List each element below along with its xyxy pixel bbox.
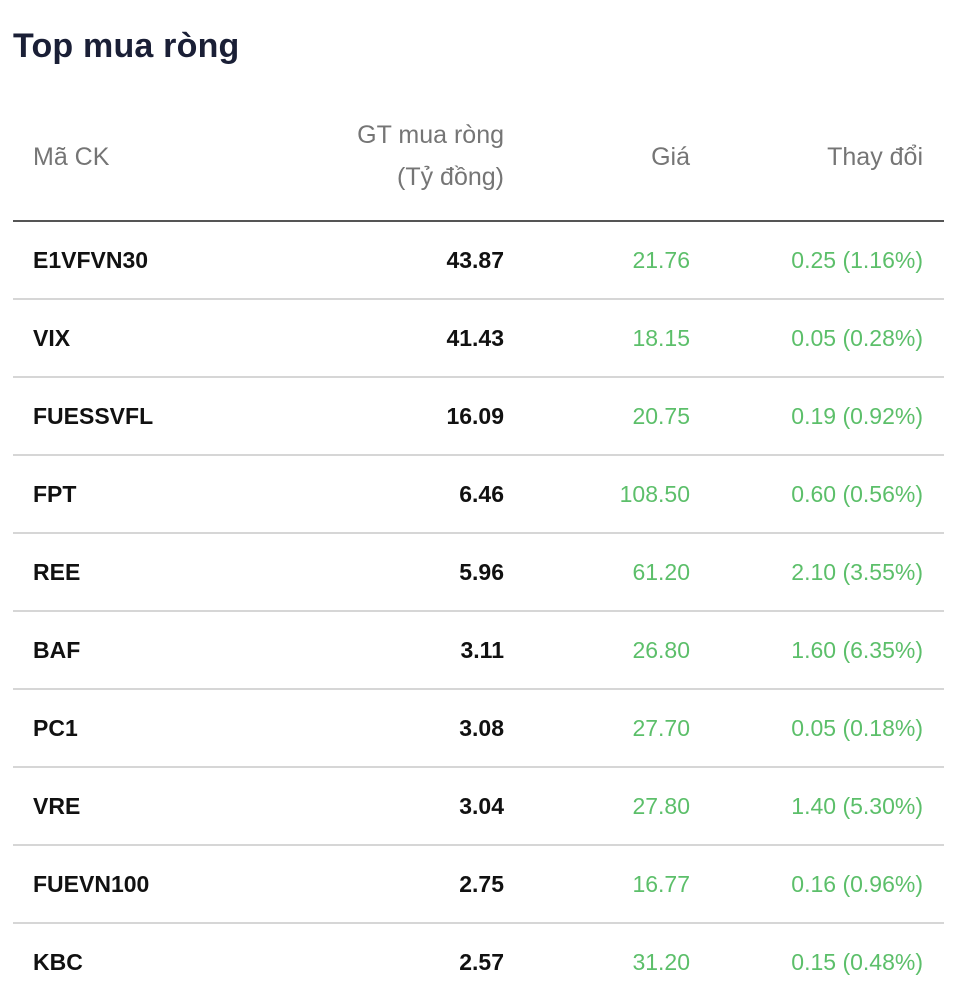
price-change: 0.16 (0.96%) — [791, 871, 923, 897]
price: 16.77 — [632, 871, 690, 897]
net-buy-value: 3.08 — [459, 715, 504, 741]
net-buy-value: 41.43 — [446, 325, 504, 351]
price: 20.75 — [632, 403, 690, 429]
table-row[interactable]: KBC 2.57 31.20 0.15 (0.48%) — [13, 924, 944, 1000]
table-row[interactable]: FUESSVFL 16.09 20.75 0.19 (0.92%) — [13, 378, 944, 456]
stock-code[interactable]: KBC — [33, 949, 83, 975]
price-change: 0.25 (1.16%) — [791, 247, 923, 273]
price: 61.20 — [632, 559, 690, 585]
price: 26.80 — [632, 637, 690, 663]
table-row[interactable]: VRE 3.04 27.80 1.40 (5.30%) — [13, 768, 944, 846]
net-buy-value: 3.04 — [459, 793, 504, 819]
price: 18.15 — [632, 325, 690, 351]
price: 108.50 — [619, 481, 690, 507]
price-change: 2.10 (3.55%) — [791, 559, 923, 585]
table-row[interactable]: FUEVN100 2.75 16.77 0.16 (0.96%) — [13, 846, 944, 924]
price-change: 0.60 (0.56%) — [791, 481, 923, 507]
column-header-change[interactable]: Thay đổi — [827, 143, 923, 171]
net-buy-value: 2.57 — [459, 949, 504, 975]
table-row[interactable]: PC1 3.08 27.70 0.05 (0.18%) — [13, 690, 944, 768]
net-buy-value: 43.87 — [446, 247, 504, 273]
net-buy-value: 16.09 — [446, 403, 504, 429]
stock-code[interactable]: REE — [33, 559, 81, 585]
column-header-net-value[interactable]: GT mua ròng (Tỷ đồng) — [357, 114, 504, 198]
stock-code[interactable]: PC1 — [33, 715, 78, 741]
stock-code[interactable]: BAF — [33, 637, 81, 663]
price-change: 0.15 (0.48%) — [791, 949, 923, 975]
table-header: Mã CK GT mua ròng (Tỷ đồng) Giá Thay đổi — [13, 108, 944, 222]
table-row[interactable]: E1VFVN30 43.87 21.76 0.25 (1.16%) — [13, 222, 944, 300]
stock-code[interactable]: FUEVN100 — [33, 871, 150, 897]
table-body: E1VFVN30 43.87 21.76 0.25 (1.16%) VIX 41.43 18… — [13, 222, 944, 1000]
price-change: 0.19 (0.92%) — [791, 403, 923, 429]
column-header-net-value-line2: (Tỷ đồng) — [397, 163, 504, 191]
price: 21.76 — [632, 247, 690, 273]
price-change: 1.40 (5.30%) — [791, 793, 923, 819]
net-buy-table: Mã CK GT mua ròng (Tỷ đồng) Giá Thay đổi… — [13, 108, 944, 1000]
price-change: 0.05 (0.28%) — [791, 325, 923, 351]
net-buy-value: 5.96 — [459, 559, 504, 585]
column-header-net-value-line1: GT mua ròng — [357, 121, 504, 149]
table-row[interactable]: VIX 41.43 18.15 0.05 (0.28%) — [13, 300, 944, 378]
price-change: 0.05 (0.18%) — [791, 715, 923, 741]
price-change: 1.60 (6.35%) — [791, 637, 923, 663]
table-row[interactable]: FPT 6.46 108.50 0.60 (0.56%) — [13, 456, 944, 534]
stock-code[interactable]: VIX — [33, 325, 71, 351]
net-buy-value: 2.75 — [459, 871, 504, 897]
stock-code[interactable]: FUESSVFL — [33, 403, 154, 429]
stock-code[interactable]: E1VFVN30 — [33, 247, 149, 273]
column-header-price[interactable]: Giá — [651, 143, 690, 171]
net-buy-value: 3.11 — [460, 637, 505, 663]
price: 27.80 — [632, 793, 690, 819]
page-title: Top mua ròng — [13, 27, 240, 65]
net-buy-value: 6.46 — [459, 481, 504, 507]
stock-code[interactable]: FPT — [33, 481, 77, 507]
table-row[interactable]: REE 5.96 61.20 2.10 (3.55%) — [13, 534, 944, 612]
price: 27.70 — [632, 715, 690, 741]
price: 31.20 — [632, 949, 690, 975]
table-row[interactable]: BAF 3.11 26.80 1.60 (6.35%) — [13, 612, 944, 690]
stock-code[interactable]: VRE — [33, 793, 81, 819]
column-header-code[interactable]: Mã CK — [33, 143, 110, 171]
